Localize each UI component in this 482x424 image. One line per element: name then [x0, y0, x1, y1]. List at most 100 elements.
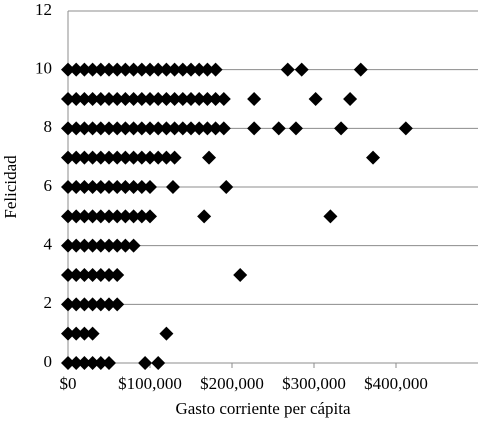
- point: [159, 62, 174, 77]
- point: [165, 180, 180, 194]
- point: [61, 326, 75, 341]
- point: [85, 356, 100, 370]
- x-tick-label: $300,000: [282, 374, 346, 393]
- point: [118, 180, 133, 194]
- point: [126, 62, 141, 77]
- point: [151, 150, 166, 165]
- point: [77, 92, 92, 106]
- point: [77, 356, 92, 370]
- point: [93, 297, 108, 312]
- point: [85, 121, 100, 136]
- y-tick-label: 4: [44, 235, 53, 254]
- point: [93, 62, 108, 77]
- point: [69, 297, 84, 312]
- point: [69, 209, 84, 224]
- point: [85, 209, 100, 224]
- point: [247, 121, 262, 136]
- point: [77, 180, 92, 194]
- y-tick-label: 10: [35, 59, 52, 78]
- point: [175, 121, 190, 136]
- point: [202, 150, 217, 165]
- point: [216, 121, 231, 136]
- point: [280, 62, 295, 77]
- point: [93, 209, 108, 224]
- point: [126, 180, 141, 194]
- x-axis-title: Gasto corriente per cápita: [175, 399, 351, 418]
- point: [110, 180, 125, 194]
- point: [353, 62, 368, 77]
- point: [159, 121, 174, 136]
- point: [102, 209, 116, 224]
- y-axis-title: Felicidad: [1, 155, 20, 219]
- x-tick-label: $0: [60, 374, 77, 393]
- point: [85, 62, 100, 77]
- point: [134, 209, 149, 224]
- point: [85, 150, 100, 165]
- point: [85, 297, 100, 312]
- point: [233, 268, 248, 282]
- point: [126, 121, 141, 136]
- point: [93, 238, 108, 253]
- point: [93, 121, 108, 136]
- point: [102, 238, 116, 253]
- point: [151, 356, 166, 370]
- y-tick-label: 6: [44, 176, 53, 195]
- point: [85, 238, 100, 253]
- point: [138, 356, 153, 370]
- point: [134, 180, 149, 194]
- point: [167, 92, 182, 106]
- point: [61, 268, 75, 282]
- point: [143, 62, 157, 77]
- point: [126, 150, 141, 165]
- point: [200, 92, 215, 106]
- point: [143, 180, 157, 194]
- point: [143, 209, 157, 224]
- point: [208, 62, 223, 77]
- point: [167, 150, 182, 165]
- point: [192, 92, 207, 106]
- point: [175, 92, 190, 106]
- point: [151, 62, 166, 77]
- point: [118, 121, 133, 136]
- point: [219, 180, 234, 194]
- point: [118, 62, 133, 77]
- point: [200, 121, 215, 136]
- point: [77, 268, 92, 282]
- point: [126, 209, 141, 224]
- point: [69, 121, 84, 136]
- point: [61, 297, 75, 312]
- point: [271, 121, 286, 136]
- point: [69, 150, 84, 165]
- point: [77, 62, 92, 77]
- point: [192, 121, 207, 136]
- point: [69, 180, 84, 194]
- point: [61, 62, 75, 77]
- point: [175, 62, 190, 77]
- point: [143, 150, 157, 165]
- point: [102, 92, 116, 106]
- point: [69, 356, 84, 370]
- point: [85, 326, 100, 341]
- point: [69, 92, 84, 106]
- point: [110, 62, 125, 77]
- point: [143, 121, 157, 136]
- point: [102, 356, 116, 370]
- point: [118, 150, 133, 165]
- point: [61, 121, 75, 136]
- point: [159, 92, 174, 106]
- point: [102, 150, 116, 165]
- point: [151, 92, 166, 106]
- point: [126, 238, 141, 253]
- point: [294, 62, 309, 77]
- point: [102, 121, 116, 136]
- point: [110, 92, 125, 106]
- y-tick-label: 12: [35, 0, 52, 19]
- point: [77, 238, 92, 253]
- point: [110, 268, 125, 282]
- point: [61, 209, 75, 224]
- point: [167, 121, 182, 136]
- point: [151, 121, 166, 136]
- point: [208, 92, 223, 106]
- point: [288, 121, 303, 136]
- x-tick-label: $400,000: [364, 374, 428, 393]
